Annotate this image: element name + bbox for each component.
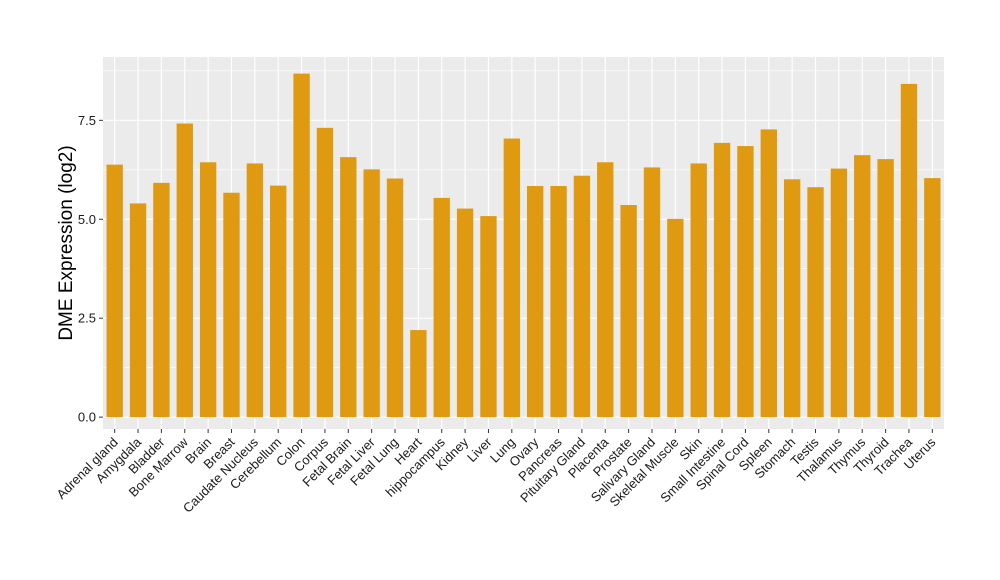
bar <box>597 162 614 418</box>
x-tick-label: Liver <box>464 434 495 465</box>
bar <box>199 162 217 418</box>
bar <box>153 182 170 418</box>
y-axis-title: DME Expression (log2) <box>56 145 77 340</box>
bar <box>713 142 731 418</box>
y-tick-label: 5.0 <box>78 212 96 227</box>
y-axis-ticks: 0.0 2.5 5.0 7.5 <box>78 113 103 425</box>
bar <box>223 192 240 418</box>
bar <box>643 167 661 418</box>
bar <box>924 178 941 418</box>
bar <box>737 146 754 418</box>
plot-panel <box>103 57 944 429</box>
bar <box>176 123 193 418</box>
bars <box>106 73 941 418</box>
bar <box>877 159 894 418</box>
bar <box>527 186 544 418</box>
bar <box>807 187 824 418</box>
bar <box>690 163 707 418</box>
bar <box>456 208 474 418</box>
bar <box>340 157 357 418</box>
bar <box>830 168 848 418</box>
bar <box>386 178 404 418</box>
bar <box>293 73 310 418</box>
bar <box>410 330 427 418</box>
bar <box>620 205 637 418</box>
bar <box>760 129 777 418</box>
bar <box>363 169 380 418</box>
bar <box>316 127 334 418</box>
bar <box>129 203 147 418</box>
bar <box>573 175 591 418</box>
bar <box>246 163 264 418</box>
bar <box>783 179 801 418</box>
bar <box>854 155 871 418</box>
bar <box>900 83 918 418</box>
bar <box>270 185 287 418</box>
y-tick-label: 7.5 <box>78 113 96 128</box>
bar <box>480 216 497 418</box>
y-tick-label: 0.0 <box>78 410 96 425</box>
bar <box>550 186 567 418</box>
bar <box>503 138 520 418</box>
bar <box>106 164 123 418</box>
bar <box>433 197 450 418</box>
bar <box>667 218 684 418</box>
y-tick-label: 2.5 <box>78 311 96 326</box>
